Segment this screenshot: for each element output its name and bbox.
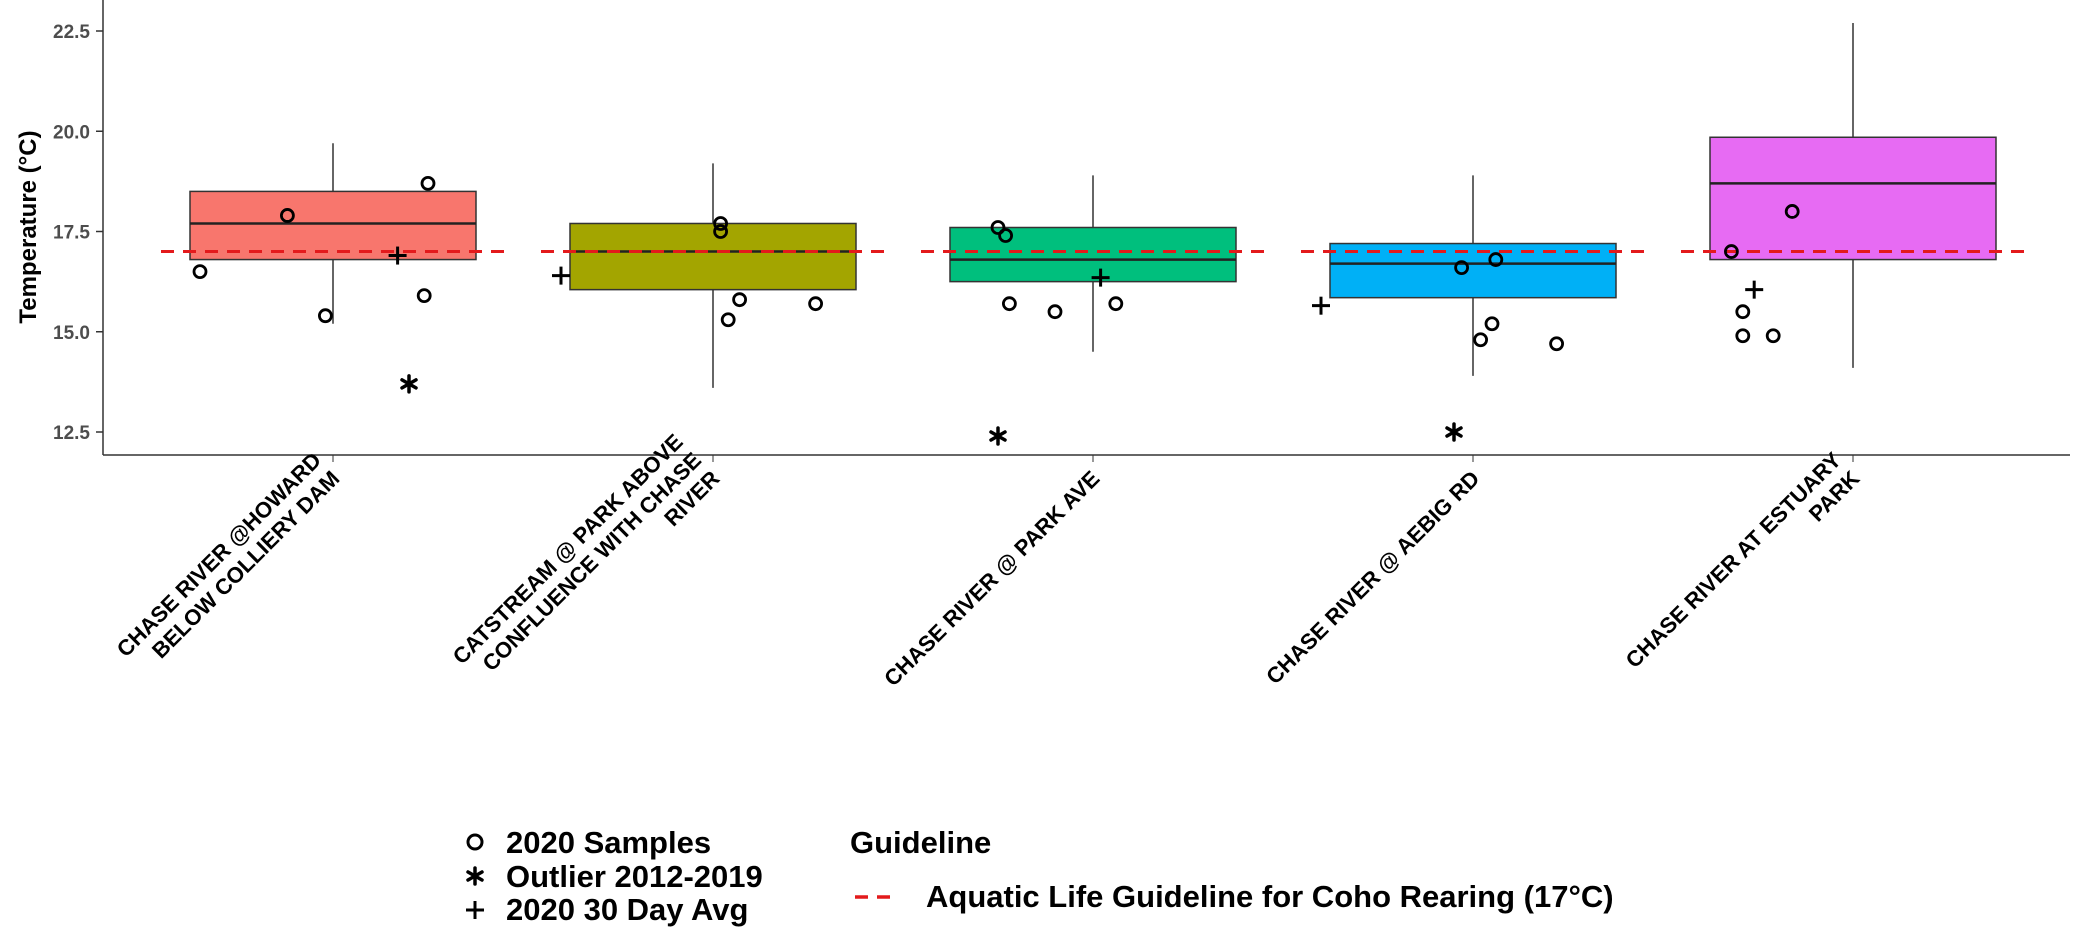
box-body	[1709, 136, 1997, 261]
sample-2020-point	[1784, 204, 1800, 219]
avg-30day-point	[388, 246, 407, 265]
plot-area	[161, 22, 2025, 446]
legend: 2020 Samples Outlier 2012-2019 2020 30 D…	[466, 825, 1614, 927]
sample-2020-point	[1735, 328, 1751, 344]
sample-2020-point	[1724, 244, 1739, 259]
outlier-asterisk-stroke	[400, 378, 418, 390]
y-ticks: 12.5 15.0 17.5 20.0 22.5	[53, 22, 103, 444]
sample-2020-point	[416, 288, 432, 304]
y-tick-label: 22.5	[53, 22, 90, 43]
legend-item-30-day-avg: 2020 30 Day Avg	[506, 892, 748, 927]
x-category-label-line: CHASE RIVER @ PARK AVE	[879, 466, 1104, 691]
x-category-label-line: CONFLUENCE WITH CHASE	[478, 447, 707, 676]
sample-2020-point	[1454, 260, 1469, 275]
outlier-2012-2019-point	[989, 426, 1007, 446]
sample-2020-point	[1735, 304, 1751, 320]
outlier-2012-2019-point	[400, 374, 418, 394]
x-category-label-line: CHASE RIVER @HOWARD	[112, 447, 326, 661]
sample-2020-point	[1473, 332, 1488, 348]
sample-2020-point	[1484, 316, 1500, 332]
sample-2020-point	[713, 224, 728, 239]
x-category-label-line: CHASE RIVER @ AEBIG RD	[1261, 466, 1484, 689]
avg-30day-point	[552, 266, 570, 285]
legend-guideline-label: Aquatic Life Guideline for Coho Rearing …	[926, 879, 1614, 914]
sample-2020-point	[1765, 328, 1781, 344]
legend-circle-symbol	[466, 833, 484, 851]
x-category-label: CHASE RIVER @ AEBIG RD	[1261, 466, 1484, 689]
legend-item-2020-samples: 2020 Samples	[506, 825, 711, 860]
legend-guideline: Guideline Aquatic Life Guideline for Coh…	[850, 825, 1614, 914]
sample-2020-point	[720, 312, 736, 328]
sample-2020-point	[1047, 304, 1063, 320]
x-category-label-line: CATSTREAM @ PARK ABOVE	[448, 429, 688, 669]
outlier-asterisk-stroke	[1445, 426, 1463, 438]
avg-30day-point	[1312, 296, 1330, 315]
sample-2020-point	[808, 296, 823, 312]
y-tick-label: 17.5	[53, 223, 90, 244]
box-body	[189, 190, 477, 261]
y-tick-label: 20.0	[53, 122, 90, 143]
y-axis-title: Temperature (°C)	[15, 130, 42, 323]
avg-30day-point	[1091, 268, 1110, 287]
y-tick-label: 15.0	[53, 323, 90, 344]
avg-30day-point	[1745, 280, 1764, 299]
sample-2020-point	[192, 264, 208, 280]
sample-2020-point	[1002, 296, 1017, 312]
legend-item-outlier: Outlier 2012-2019	[506, 859, 763, 894]
sample-2020-point	[279, 208, 295, 223]
sample-2020-point	[1488, 252, 1504, 267]
x-category-label: CHASE RIVER @ PARK AVE	[879, 466, 1104, 691]
sample-2020-point	[420, 175, 436, 191]
legend-guideline-title: Guideline	[850, 825, 991, 860]
legend-plus-symbol	[466, 901, 484, 919]
sample-2020-point	[732, 292, 747, 308]
sample-2020-point	[1108, 296, 1124, 312]
axes: Temperature (°C)	[15, 0, 2070, 456]
legend-asterisk-symbol	[466, 866, 484, 886]
box-body	[569, 222, 857, 291]
y-tick-label: 12.5	[53, 423, 90, 444]
sample-2020-point	[998, 228, 1013, 243]
legend-shapes: 2020 Samples Outlier 2012-2019 2020 30 D…	[466, 825, 763, 927]
box-body	[949, 226, 1237, 283]
sample-2020-point	[990, 220, 1006, 235]
x-category-label-line: BELOW COLLIERY DAM	[147, 466, 344, 663]
sample-2020-point	[713, 216, 728, 231]
outlier-asterisk-stroke	[989, 430, 1007, 442]
x-category-label-line: CHASE RIVER AT ESTUARY	[1621, 447, 1847, 673]
sample-2020-point	[317, 308, 333, 324]
outlier-2012-2019-point	[1445, 422, 1463, 442]
sample-2020-point	[1549, 336, 1564, 352]
